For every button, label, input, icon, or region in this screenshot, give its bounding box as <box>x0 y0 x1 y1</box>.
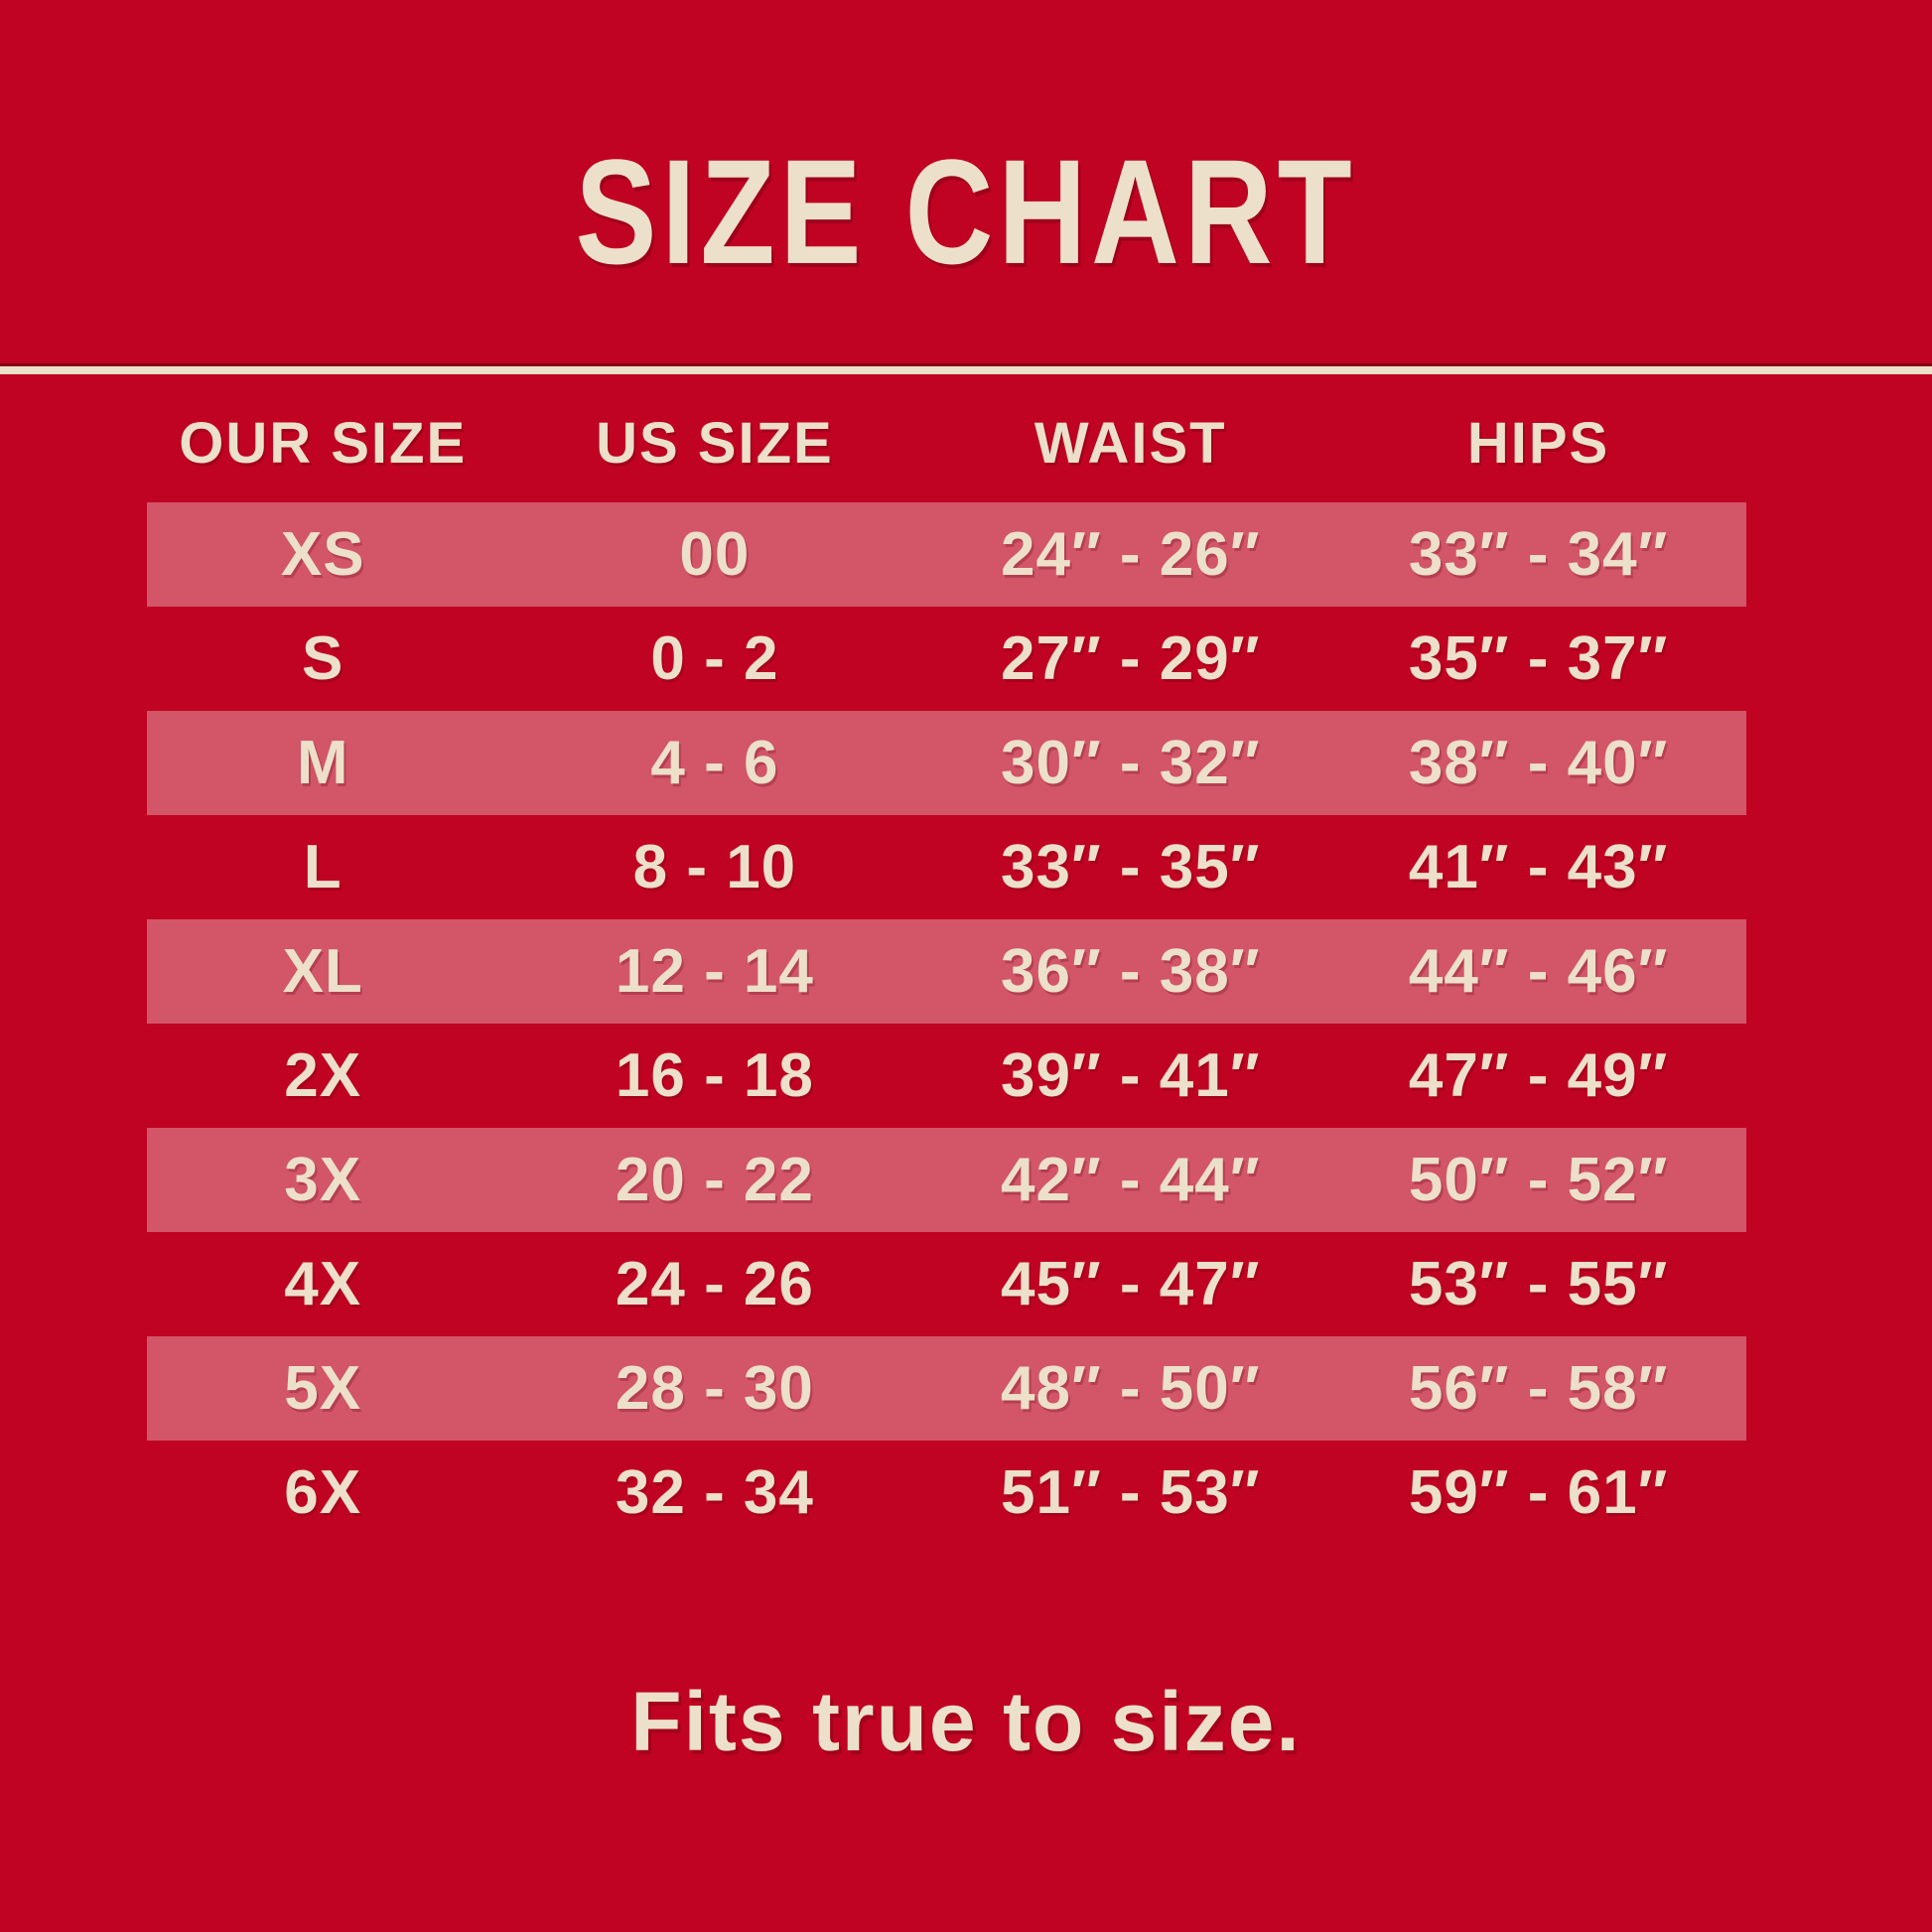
divider-line <box>0 366 1932 374</box>
cell-our-size: 6X <box>284 1458 362 1527</box>
table-header-row: OUR SIZE US SIZE WAIST HIPS <box>147 389 1746 496</box>
cell-waist: 48″ - 50″ <box>1001 1354 1261 1423</box>
column-header-us-size: US SIZE <box>596 410 834 476</box>
cell-us-size: 00 <box>679 520 751 589</box>
cell-us-size: 8 - 10 <box>632 833 797 901</box>
cell-hips: 47″ - 49″ <box>1408 1041 1669 1110</box>
cell-waist: 33″ - 35″ <box>1001 833 1261 901</box>
cell-hips: 59″ - 61″ <box>1408 1458 1669 1527</box>
page-title-text: SIZE CHART <box>575 128 1357 295</box>
table-row-4x: 4X 24 - 26 45″ - 47″ 53″ - 55″ <box>147 1232 1746 1336</box>
cell-our-size: L <box>303 833 343 901</box>
cell-hips: 53″ - 55″ <box>1408 1250 1669 1318</box>
cell-our-size: M <box>296 729 349 797</box>
table-row-xs: XS 00 24″ - 26″ 33″ - 34″ <box>147 502 1746 607</box>
cell-hips: 38″ - 40″ <box>1408 729 1669 797</box>
table-row-2x: 2X 16 - 18 39″ - 41″ 47″ - 49″ <box>147 1024 1746 1128</box>
cell-us-size: 24 - 26 <box>615 1250 814 1318</box>
table-row-m: M 4 - 6 30″ - 32″ 38″ - 40″ <box>147 711 1746 815</box>
table-row-5x: 5X 28 - 30 48″ - 50″ 56″ - 58″ <box>147 1336 1746 1441</box>
cell-hips: 41″ - 43″ <box>1408 833 1669 901</box>
cell-waist: 51″ - 53″ <box>1001 1458 1261 1527</box>
cell-our-size: 4X <box>284 1250 362 1318</box>
cell-us-size: 20 - 22 <box>615 1146 814 1214</box>
column-header-hips: HIPS <box>1466 410 1610 476</box>
cell-hips: 50″ - 52″ <box>1408 1146 1669 1214</box>
cell-our-size: XS <box>280 520 365 589</box>
cell-hips: 35″ - 37″ <box>1408 624 1669 693</box>
cell-us-size: 12 - 14 <box>615 937 814 1006</box>
cell-waist: 27″ - 29″ <box>1001 624 1261 693</box>
cell-waist: 24″ - 26″ <box>1001 520 1261 589</box>
cell-our-size: 5X <box>284 1354 362 1423</box>
cell-our-size: 2X <box>284 1041 362 1110</box>
cell-waist: 39″ - 41″ <box>1001 1041 1261 1110</box>
cell-us-size: 32 - 34 <box>615 1458 814 1527</box>
cell-waist: 42″ - 44″ <box>1001 1146 1261 1214</box>
cell-us-size: 28 - 30 <box>615 1354 814 1423</box>
cell-us-size: 4 - 6 <box>650 729 779 797</box>
cell-us-size: 0 - 2 <box>650 624 779 693</box>
cell-our-size: S <box>302 624 345 693</box>
cell-waist: 45″ - 47″ <box>1001 1250 1261 1318</box>
table-row-l: L 8 - 10 33″ - 35″ 41″ - 43″ <box>147 815 1746 919</box>
table-row-6x: 6X 32 - 34 51″ - 53″ 59″ - 61″ <box>147 1441 1746 1545</box>
cell-hips: 33″ - 34″ <box>1408 520 1669 589</box>
cell-hips: 44″ - 46″ <box>1408 937 1669 1006</box>
table-row-3x: 3X 20 - 22 42″ - 44″ 50″ - 52″ <box>147 1128 1746 1232</box>
table-row-s: S 0 - 2 27″ - 29″ 35″ - 37″ <box>147 607 1746 711</box>
fit-note: Fits true to size. <box>630 1675 1302 1768</box>
cell-hips: 56″ - 58″ <box>1408 1354 1669 1423</box>
size-table: XS 00 24″ - 26″ 33″ - 34″ S 0 - 2 27″ - … <box>147 502 1746 1545</box>
cell-waist: 36″ - 38″ <box>1001 937 1261 1006</box>
page-title: SIZE CHART <box>0 137 1932 286</box>
cell-our-size: XL <box>282 937 363 1006</box>
cell-us-size: 16 - 18 <box>615 1041 814 1110</box>
cell-our-size: 3X <box>284 1146 362 1214</box>
cell-waist: 30″ - 32″ <box>1001 729 1261 797</box>
column-header-waist: WAIST <box>1034 410 1227 476</box>
column-header-our-size: OUR SIZE <box>179 410 468 476</box>
table-row-xl: XL 12 - 14 36″ - 38″ 44″ - 46″ <box>147 919 1746 1024</box>
